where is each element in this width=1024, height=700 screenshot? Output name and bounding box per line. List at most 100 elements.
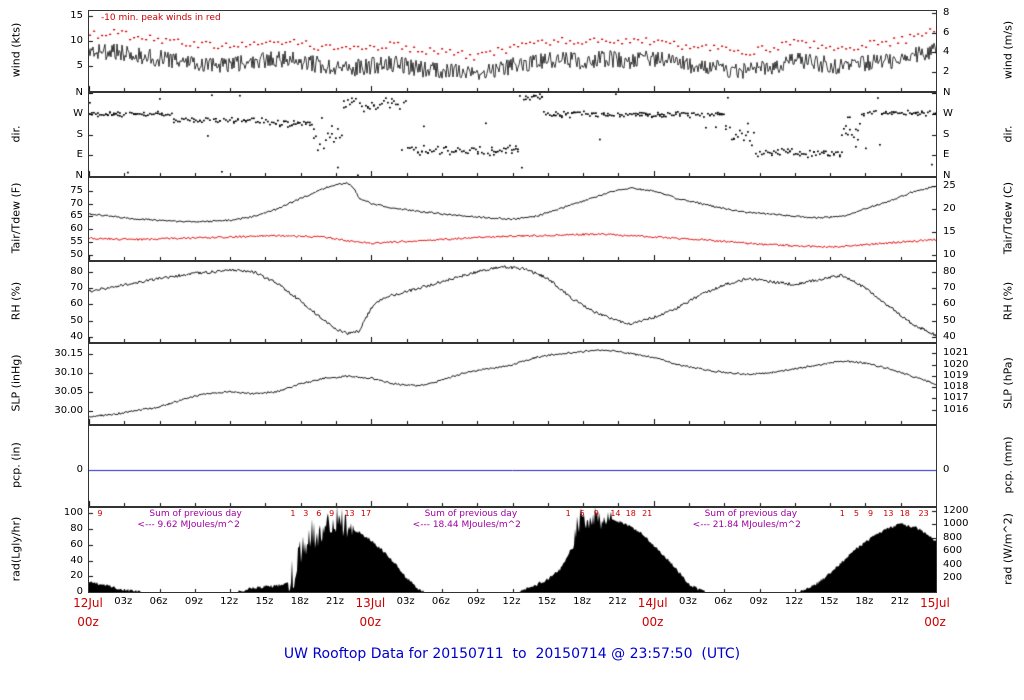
rh-ytick-right: 50 bbox=[943, 314, 956, 326]
pcp-ylabel-right: pcp. (mm) bbox=[1001, 436, 1015, 494]
rad-hour-mark: 9 bbox=[867, 509, 874, 518]
rh-ylabel-right: RH (%) bbox=[1001, 281, 1015, 321]
rad-hour-mark: 18 bbox=[625, 509, 636, 518]
rh-ytick-right: 60 bbox=[943, 298, 956, 310]
xtick-major-date: 15Jul bbox=[920, 596, 950, 610]
slp-ytick-right: 1021 bbox=[943, 347, 969, 359]
wind-panel-plot bbox=[88, 10, 937, 92]
rh-ylabel-left: RH (%) bbox=[9, 281, 23, 321]
xtick-major-hour: 00z bbox=[77, 615, 99, 629]
wind-ylabel-right: wind (m/s) bbox=[1001, 20, 1015, 80]
rad-hour-mark: 5 bbox=[579, 509, 585, 518]
rad-ytick-right: 600 bbox=[943, 545, 963, 557]
tair-ytick-left: 50 bbox=[70, 248, 83, 260]
rad-hour-mark: 1 bbox=[839, 509, 845, 518]
rad-ytick-right: 800 bbox=[943, 531, 963, 543]
rad-ytick-left: 100 bbox=[63, 507, 83, 519]
xtick-minor: 15z bbox=[255, 596, 274, 607]
xtick-minor: 21z bbox=[326, 596, 345, 607]
slp-ytick-left: 30.05 bbox=[54, 385, 83, 397]
rad-ytick-left: 0 bbox=[76, 586, 83, 597]
pcp-ytick-left: 0 bbox=[76, 464, 83, 475]
rh-ytick-left: 40 bbox=[70, 331, 83, 343]
dir-ytick-right: S bbox=[943, 128, 950, 140]
tair-ytick-left: 60 bbox=[70, 223, 83, 235]
pcp-panel-plot bbox=[88, 425, 937, 507]
slp-ytick-right: 1018 bbox=[943, 381, 969, 393]
rad-sum-annotation-title: Sum of previous day bbox=[424, 509, 518, 519]
rad-hour-mark: 9 bbox=[329, 509, 335, 518]
xtick-minor: 03z bbox=[114, 596, 133, 607]
slp-ytick-left: 30.00 bbox=[54, 404, 83, 416]
rad-sum-annotation-value: <--- 9.62 MJoules/m^2 bbox=[137, 520, 240, 530]
pcp-ytick-right: 0 bbox=[943, 464, 950, 475]
rad-sum-annotation-title: Sum of previous day bbox=[149, 509, 242, 519]
tair-ylabel-right: Tair/Tdew (C) bbox=[1001, 181, 1015, 255]
xtick-minor: 18z bbox=[290, 596, 309, 607]
tair-ytick-left: 55 bbox=[70, 236, 83, 248]
wind-ytick-right: 2 bbox=[943, 65, 950, 77]
slp-ytick-right: 1017 bbox=[943, 392, 969, 404]
dir-ytick-right: E bbox=[943, 149, 950, 161]
tair-ylabel-left: Tair/Tdew (F) bbox=[9, 182, 23, 254]
tair-ytick-right: 15 bbox=[943, 225, 956, 237]
dir-ytick-right: N bbox=[943, 170, 951, 181]
rad-hour-mark: 9 bbox=[593, 509, 599, 518]
tair-ytick-right: 10 bbox=[943, 248, 956, 260]
wind-ytick-right: 6 bbox=[943, 26, 950, 38]
rad-hour-mark: 1 bbox=[565, 509, 571, 518]
dir-ytick-left: W bbox=[73, 107, 83, 119]
dir-ylabel-left: dir. bbox=[9, 124, 23, 143]
xtick-major-date: 12Jul bbox=[73, 596, 103, 610]
tair-ytick-left: 70 bbox=[70, 197, 83, 209]
rad-hour-mark: 5 bbox=[853, 509, 859, 518]
slp-ytick-right: 1019 bbox=[943, 369, 969, 381]
rh-ytick-left: 70 bbox=[70, 282, 83, 294]
xtick-minor: 21z bbox=[608, 596, 627, 607]
xtick-minor: 09z bbox=[184, 596, 203, 607]
xtick-minor: 12z bbox=[784, 596, 803, 607]
rh-ytick-left: 50 bbox=[70, 314, 83, 326]
xtick-minor: 12z bbox=[502, 596, 521, 607]
xtick-minor: 06z bbox=[431, 596, 450, 607]
rad-ylabel-right: rad (W/m^2) bbox=[1001, 513, 1015, 585]
slp-ytick-right: 1020 bbox=[943, 358, 969, 370]
wind-ytick-right: 8 bbox=[943, 7, 950, 19]
peak-wind-annotation: -10 min. peak winds in red bbox=[100, 13, 221, 23]
rad-sum-annotation-title: Sum of previous day bbox=[704, 509, 798, 519]
dir-ytick-left: N bbox=[75, 87, 83, 98]
dir-ytick-right: W bbox=[943, 107, 953, 119]
rh-ytick-left: 60 bbox=[70, 298, 83, 310]
slp-ylabel-left: SLP (inHg) bbox=[9, 354, 23, 412]
rad-hour-mark: 6 bbox=[316, 509, 322, 518]
dir-ylabel-right: dir. bbox=[1001, 124, 1015, 143]
rad-hour-mark: 3 bbox=[303, 509, 309, 518]
xtick-minor: 03z bbox=[678, 596, 697, 607]
tair-ytick-left: 75 bbox=[70, 184, 83, 196]
xtick-minor: 15z bbox=[537, 596, 556, 607]
xtick-major-hour: 00z bbox=[924, 615, 946, 629]
rad-hour-mark: 13 bbox=[344, 509, 355, 518]
rad-ytick-right: 1000 bbox=[943, 518, 969, 530]
xtick-minor: 09z bbox=[749, 596, 768, 607]
tair-ytick-right: 25 bbox=[943, 179, 956, 191]
xtick-minor: 06z bbox=[149, 596, 168, 607]
rad-sum-annotation-value: <--- 18.44 MJoules/m^2 bbox=[412, 520, 521, 530]
rad-hour-mark: 9 bbox=[97, 509, 103, 518]
xtick-minor: 09z bbox=[467, 596, 486, 607]
rad-sum-annotation-value: <--- 21.84 MJoules/m^2 bbox=[692, 520, 801, 530]
rh-ytick-right: 70 bbox=[943, 282, 956, 294]
rh-ytick-left: 80 bbox=[70, 265, 83, 277]
xtick-minor: 18z bbox=[855, 596, 874, 607]
slp-panel-plot bbox=[88, 343, 937, 425]
rad-hour-mark: 23 bbox=[918, 509, 929, 518]
dir-panel-plot bbox=[88, 92, 937, 177]
xtick-minor: 21z bbox=[890, 596, 909, 607]
wind-ytick-left: 15 bbox=[70, 10, 83, 21]
pcp-ylabel-left: pcp. (in) bbox=[9, 442, 23, 488]
rad-ytick-right: 400 bbox=[943, 558, 963, 570]
xtick-major-date: 14Jul bbox=[637, 596, 668, 610]
xtick-minor: 15z bbox=[820, 596, 839, 607]
rad-panel-plot bbox=[88, 507, 937, 593]
